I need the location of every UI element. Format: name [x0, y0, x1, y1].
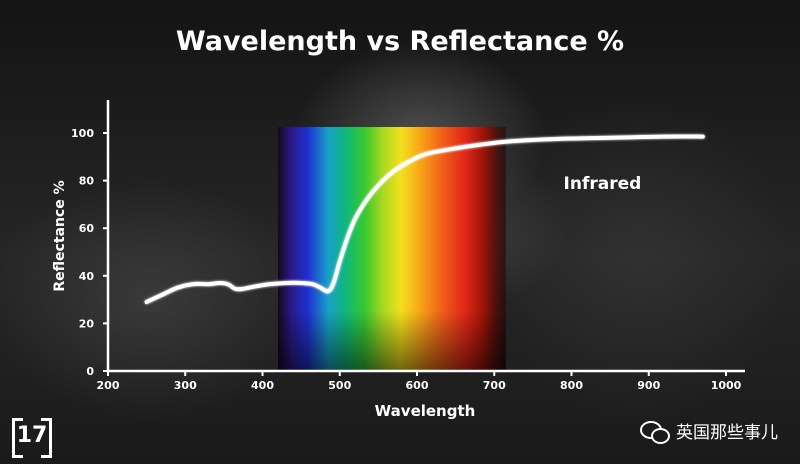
x-tick-label: 900 — [637, 379, 660, 392]
y-tick-label: 60 — [79, 222, 95, 235]
x-tick-label: 300 — [174, 379, 197, 392]
x-tick-label: 1000 — [711, 379, 742, 392]
x-tick-label: 500 — [328, 379, 351, 392]
spectrum-shade — [277, 127, 506, 371]
x-tick-label: 600 — [406, 379, 429, 392]
y-tick-label: 0 — [86, 365, 94, 378]
y-tick-label: 40 — [79, 270, 95, 283]
x-tick-label: 200 — [97, 379, 120, 392]
source-watermark: 英国那些事儿 — [640, 418, 778, 444]
y-tick-label: 100 — [71, 127, 94, 140]
reflectance-line — [144, 134, 705, 304]
x-tick-label: 400 — [251, 379, 274, 392]
x-tick-label: 800 — [560, 379, 583, 392]
y-axis-label: Reflectance % — [52, 180, 68, 292]
annotation-infrared: Infrared — [564, 174, 642, 194]
wechat-icon — [640, 419, 670, 444]
x-axis-label: Wavelength — [374, 402, 476, 420]
account-name: 英国那些事儿 — [676, 423, 778, 443]
chart-title: Wavelength vs Reflectance % — [175, 26, 625, 57]
x-tick-label: 700 — [483, 379, 506, 392]
y-tick-label: 20 — [79, 317, 95, 330]
brand-logo: 17 — [12, 418, 52, 458]
y-tick-label: 80 — [79, 175, 95, 188]
